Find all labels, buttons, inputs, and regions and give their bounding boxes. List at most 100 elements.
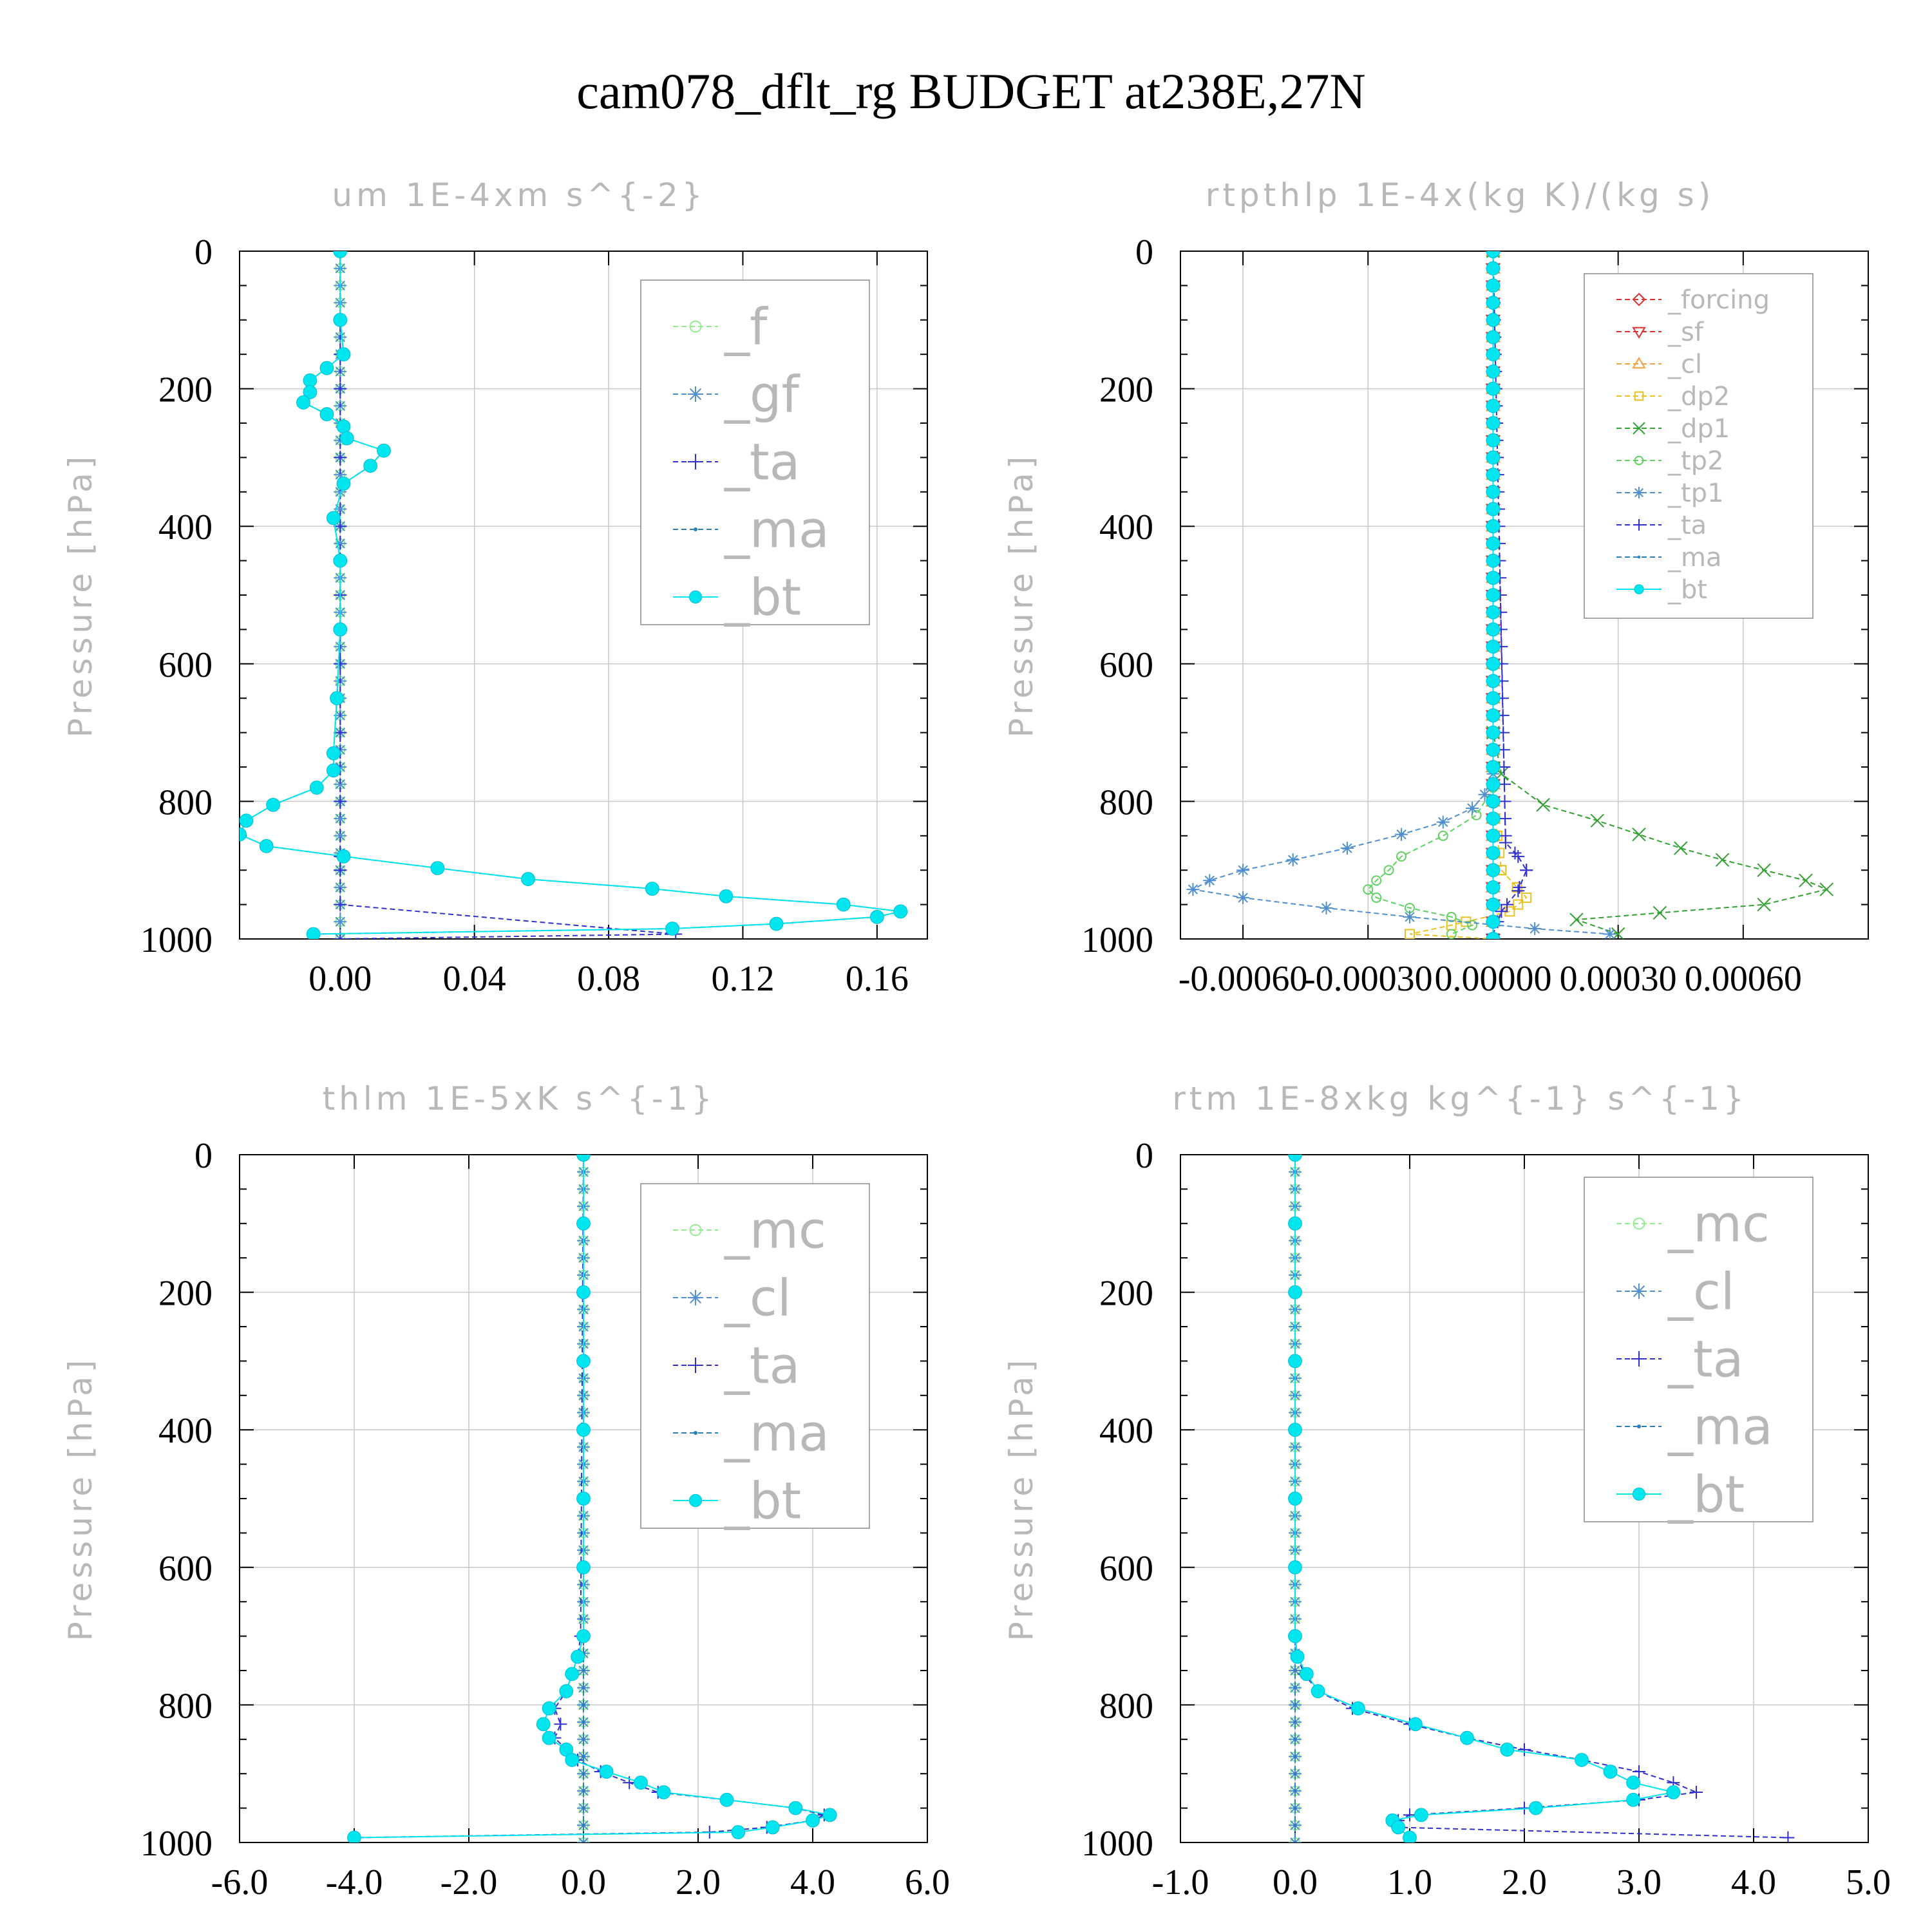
point-bt: [336, 477, 351, 491]
point-bt: [333, 553, 348, 568]
y-tick-label: 800: [158, 1686, 213, 1726]
point-bt: [1486, 932, 1501, 939]
point-gf: [334, 829, 347, 842]
point-bt: [1486, 571, 1501, 585]
point-bt: [656, 1785, 671, 1799]
x-tick-label: -2.0: [440, 1862, 498, 1902]
point-bt: [326, 763, 341, 778]
legend-label: _bt: [1667, 575, 1707, 605]
y-tick-label: 200: [1099, 1274, 1153, 1314]
figure-title: cam078_dflt_rg BUDGET at238E,27N: [576, 63, 1365, 119]
point-bt: [665, 922, 679, 936]
legend: _mc _cl _ta _ma _bt: [640, 1183, 870, 1530]
point-bt: [565, 1667, 580, 1681]
point-bt: [576, 1560, 591, 1575]
point-ma: [582, 1720, 585, 1724]
point-tp1: [1528, 922, 1542, 935]
legend-marker: [1631, 1351, 1647, 1367]
point-bt: [1486, 330, 1501, 345]
series-line-tp1: [1191, 251, 1610, 935]
point-bt: [1486, 897, 1501, 912]
point-bt: [1486, 880, 1501, 895]
point-bt: [1486, 312, 1501, 327]
y-tick-label: 1000: [1081, 1824, 1153, 1864]
legend-marker: [1634, 584, 1644, 594]
legend-label: _ta: [724, 433, 800, 491]
legend-label: _bt: [724, 569, 801, 627]
legend-label: _bt: [1667, 1466, 1745, 1524]
point-gf: [334, 915, 347, 929]
point-bt: [1486, 622, 1501, 637]
legend-marker: [688, 1290, 703, 1305]
point-bt: [1288, 1285, 1302, 1300]
point-tp1: [1603, 927, 1616, 939]
point-gf: [334, 502, 347, 516]
y-tick-label: 400: [158, 507, 213, 547]
point-ma: [1293, 1720, 1297, 1724]
point-tp2: [1467, 920, 1478, 931]
point-dp1: [1757, 897, 1771, 912]
point-bt: [1486, 708, 1501, 723]
point-dp1: [1632, 827, 1646, 842]
point-ma: [582, 1669, 585, 1672]
x-tick-label: 0.00060: [1685, 959, 1802, 999]
point-tp1: [1236, 864, 1250, 877]
legend-marker: [1634, 455, 1644, 466]
y-tick-label: 400: [1099, 507, 1153, 547]
point-ta: [334, 382, 347, 395]
point-bt: [542, 1701, 556, 1716]
point-bt: [571, 1649, 585, 1664]
legend-label: _bt: [724, 1472, 801, 1530]
point-bt: [1486, 536, 1501, 551]
legend-marker: [688, 1358, 703, 1373]
point-gf: [334, 880, 347, 894]
point-ma: [582, 1841, 585, 1842]
point-ma: [582, 1755, 585, 1758]
point-bt: [1486, 828, 1501, 843]
point-bt: [1486, 639, 1501, 654]
legend-marker: [688, 454, 703, 469]
point-bt: [336, 419, 351, 434]
point-dp2: [1513, 899, 1524, 910]
point-dp1: [1536, 798, 1550, 812]
legend-marker: [1632, 327, 1646, 339]
point-bt: [1290, 1649, 1305, 1664]
panel-title: rtm 1E-8xkg kg^{-1} s^{-1}: [1172, 1080, 1748, 1117]
legend-marker: [1631, 1283, 1647, 1299]
y-axis-label: Pressure [hPa]: [62, 453, 99, 738]
point-bt: [1486, 399, 1501, 413]
x-tick-label: -0.00060: [1179, 959, 1308, 999]
point-ma: [1293, 1806, 1297, 1810]
point-bt: [1391, 1820, 1406, 1835]
point-bt: [1486, 502, 1501, 516]
point-bt: [377, 443, 391, 458]
point-bt: [330, 691, 344, 706]
point-bt: [1603, 1765, 1618, 1779]
point-bt: [319, 407, 334, 422]
point-ma: [582, 1789, 585, 1793]
point-ma: [582, 1686, 585, 1690]
point-bt: [1486, 743, 1501, 757]
point-bt: [806, 1813, 820, 1828]
point-bt: [306, 927, 321, 939]
legend-marker: [1632, 357, 1646, 369]
x-tick-label: -0.00030: [1303, 959, 1433, 999]
point-tp1: [1403, 910, 1416, 923]
point-bt: [1486, 416, 1501, 430]
point-bt: [1486, 251, 1501, 258]
panel-1: um 1E-4xm s^{-2} Pressure [hPa] 0 200 400 600…: [62, 176, 928, 999]
y-tick-label: 600: [1099, 1549, 1153, 1589]
point-bt: [326, 746, 341, 761]
point-bt: [1486, 674, 1501, 688]
point-bt: [1486, 811, 1501, 826]
panel-4: rtm 1E-8xkg kg^{-1} s^{-1} Pressure [hPa]…: [1003, 1080, 1891, 1902]
point-bt: [1486, 794, 1501, 809]
point-bt: [1486, 863, 1501, 878]
y-tick-label: 600: [158, 1549, 213, 1589]
point-ma: [1293, 1789, 1297, 1793]
point-tp1: [1395, 828, 1408, 841]
point-ta: [334, 726, 347, 739]
point-bt: [1288, 1629, 1302, 1643]
y-tick-label: 200: [158, 1274, 213, 1314]
